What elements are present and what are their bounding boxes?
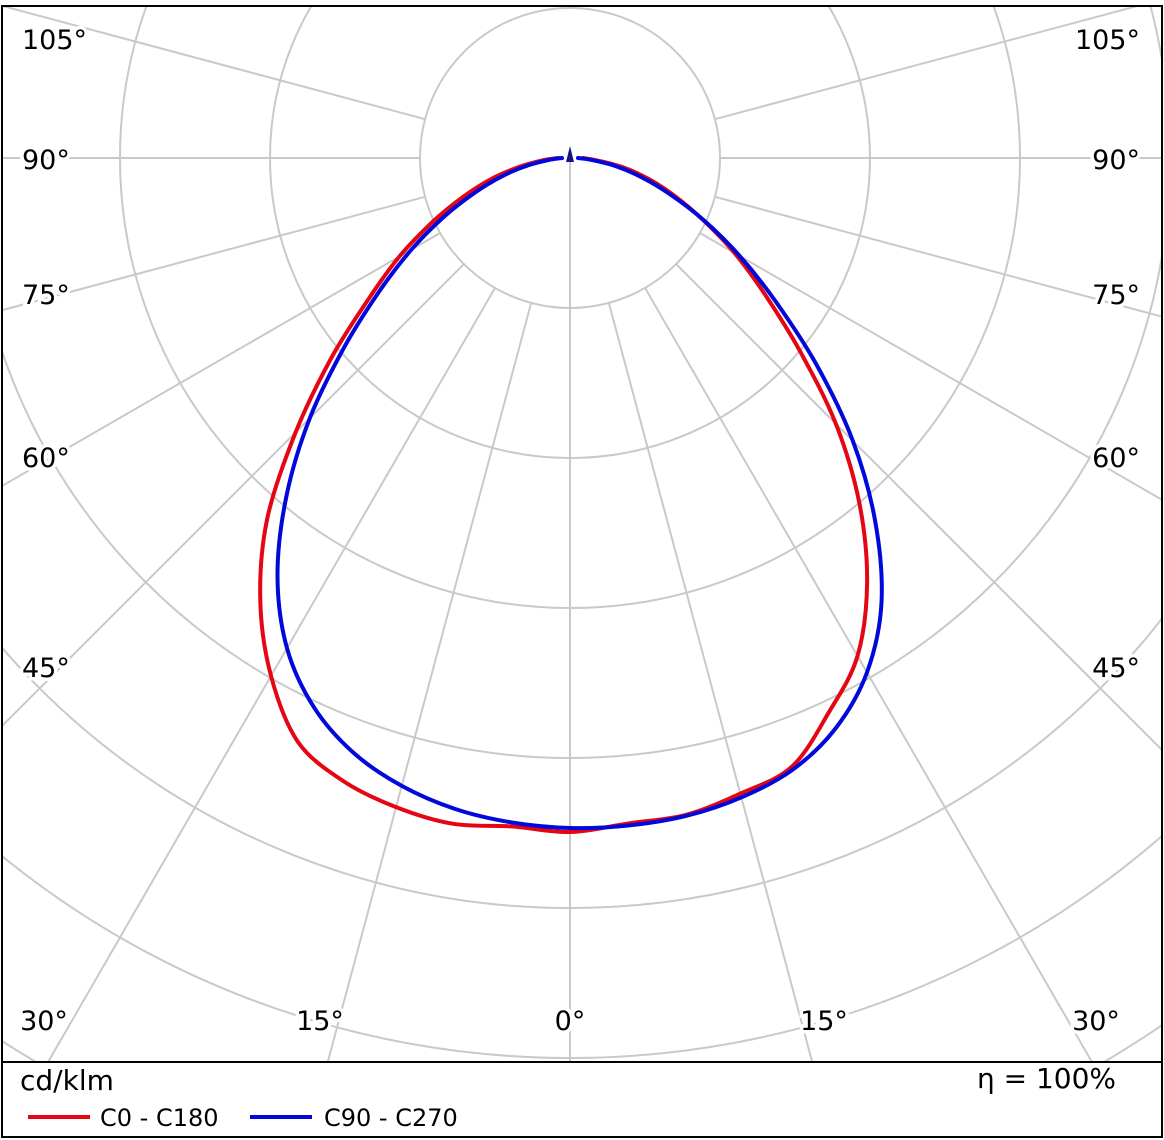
- angle-tick-label: 0°: [555, 1006, 586, 1037]
- curve-c90-c270: [275, 156, 884, 831]
- grid-radial-line: [3, 7, 426, 121]
- grid-ring: [3, 7, 1161, 759]
- angle-tick-label: 45°: [1092, 653, 1140, 684]
- grid-radial-line: [644, 287, 1093, 1061]
- angle-tick-label: 105°: [22, 25, 87, 56]
- angle-tick-label: 75°: [1092, 280, 1140, 311]
- grid-radial-line: [327, 302, 533, 1061]
- angle-tick-label: 60°: [22, 443, 70, 474]
- grid-radial-line: [47, 287, 496, 1061]
- grid-radial-line: [714, 195, 1161, 318]
- legend-label-c90-c270: C90 - C270: [324, 1104, 458, 1132]
- angle-tick-label: 30°: [1072, 1006, 1120, 1037]
- legend-line-c0-icon: [28, 1115, 90, 1119]
- angle-tick-label: 60°: [1092, 443, 1140, 474]
- grid-ring: [3, 618, 1161, 909]
- unit-label: cd/klm: [20, 1064, 114, 1097]
- angle-tick-label: 15°: [296, 1006, 344, 1037]
- grid-radial-line: [699, 232, 1161, 501]
- angle-tick-label: 45°: [22, 653, 70, 684]
- angle-tick-label: 90°: [22, 145, 70, 176]
- grid-radial-line: [607, 302, 813, 1061]
- legend-label-c0-c180: C0 - C180: [100, 1104, 219, 1132]
- angle-tick-label: 105°: [1075, 25, 1140, 56]
- angle-tick-label: 90°: [1092, 145, 1140, 176]
- curve-c0-c180: [258, 156, 870, 835]
- grid-radial-line: [3, 263, 465, 727]
- legend-line-c90-icon: [250, 1115, 312, 1119]
- efficiency-label: η = 100%: [976, 1062, 1116, 1095]
- grid-radial-line: [3, 195, 426, 311]
- angle-tick-label: 75°: [22, 280, 70, 311]
- chart-frame: [1, 5, 1163, 1138]
- grid-radial-line: [675, 263, 1161, 751]
- angle-tick-label: 30°: [20, 1006, 68, 1037]
- grid-radial-line: [3, 232, 441, 487]
- angle-tick-label: 15°: [800, 1006, 848, 1037]
- grid-radial-line: [714, 7, 1138, 121]
- peak-marker-icon: [566, 146, 574, 162]
